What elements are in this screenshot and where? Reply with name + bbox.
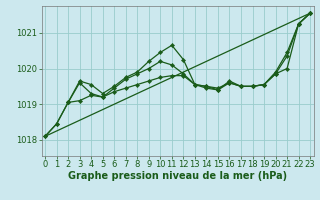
X-axis label: Graphe pression niveau de la mer (hPa): Graphe pression niveau de la mer (hPa) [68, 171, 287, 181]
